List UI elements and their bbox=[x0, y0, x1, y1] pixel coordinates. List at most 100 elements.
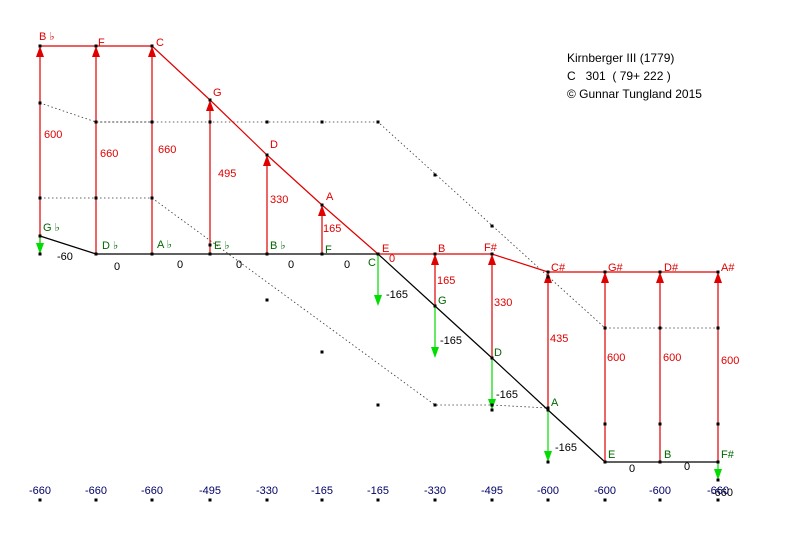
node-dot bbox=[320, 350, 324, 354]
upper-value-label: 330 bbox=[494, 297, 512, 309]
node-dot bbox=[265, 298, 269, 302]
upper-value-label: 495 bbox=[218, 168, 236, 180]
info-title: Kirnberger III (1779) bbox=[567, 51, 674, 65]
labels: B ♭ F C G D A E B F# C# G# D# A# 600 660 660 495 330 165 0 1… bbox=[29, 31, 739, 499]
node-dot bbox=[265, 252, 269, 256]
node-dot bbox=[376, 252, 380, 256]
down-arrow-head bbox=[544, 451, 552, 462]
lower-value-label: 0 bbox=[114, 261, 120, 273]
bottom-value-label: -600 bbox=[649, 485, 671, 497]
lower-value-label: 0 bbox=[236, 259, 242, 271]
node-dot bbox=[433, 403, 437, 407]
upper-value-label: 330 bbox=[270, 194, 288, 206]
upper-note-label: F bbox=[98, 37, 105, 49]
up-arrow-head bbox=[148, 46, 156, 57]
node-dot bbox=[716, 478, 720, 482]
node-dot bbox=[320, 252, 324, 256]
node-dot bbox=[603, 422, 607, 426]
lower-note-label: C bbox=[368, 257, 376, 269]
node-dot bbox=[716, 460, 720, 464]
upper-value-label: 600 bbox=[607, 352, 625, 364]
node-dot bbox=[546, 275, 550, 279]
grid-dots bbox=[38, 44, 720, 502]
bottom-value-label: -165 bbox=[367, 485, 389, 497]
lower-note-label: F# bbox=[721, 449, 735, 461]
node-dot bbox=[546, 498, 550, 502]
node-dot bbox=[716, 422, 720, 426]
lower-value-label: 0 bbox=[684, 461, 690, 473]
node-dot bbox=[208, 120, 212, 124]
node-dot bbox=[716, 270, 720, 274]
node-dot bbox=[546, 460, 550, 464]
lower-note-label: D ♭ bbox=[102, 240, 118, 252]
lower-note-label: E ♭ bbox=[214, 240, 230, 252]
lower-value-label: -165 bbox=[440, 335, 462, 347]
node-dot bbox=[490, 252, 494, 256]
node-dot bbox=[603, 498, 607, 502]
lower-note-label: D bbox=[494, 347, 502, 359]
node-dot bbox=[658, 326, 662, 330]
node-dot bbox=[490, 356, 494, 360]
node-dot bbox=[208, 498, 212, 502]
up-arrow-head bbox=[714, 272, 722, 283]
up-arrow-head bbox=[263, 155, 271, 166]
up-arrow-head bbox=[206, 100, 214, 111]
node-dot bbox=[265, 498, 269, 502]
node-dot bbox=[433, 498, 437, 502]
node-dot bbox=[265, 153, 269, 157]
bottom-value-label: -165 bbox=[311, 485, 333, 497]
lower-note-label: B bbox=[664, 449, 671, 461]
up-arrow-head bbox=[318, 205, 326, 216]
node-dot bbox=[376, 403, 380, 407]
bottom-value-label: -600 bbox=[594, 485, 616, 497]
down-arrow-head bbox=[374, 295, 382, 306]
lower-note-label: F bbox=[325, 244, 332, 256]
node-dot bbox=[38, 101, 42, 105]
bottom-value-label: -660 bbox=[141, 485, 163, 497]
bottom-value-label: -660 bbox=[707, 485, 729, 497]
up-arrow-head bbox=[601, 272, 609, 283]
upper-value-label: 600 bbox=[721, 355, 739, 367]
lower-value-label: -660 bbox=[711, 487, 733, 499]
node-dot bbox=[320, 203, 324, 207]
upper-note-label: A# bbox=[721, 262, 735, 274]
node-dot bbox=[433, 252, 437, 256]
bottom-value-label: -495 bbox=[199, 485, 221, 497]
upper-note-label: C# bbox=[551, 262, 566, 274]
node-dot bbox=[150, 44, 154, 48]
node-dot bbox=[658, 422, 662, 426]
upper-note-label: F# bbox=[484, 242, 498, 254]
lower-line bbox=[39, 235, 718, 463]
node-dot bbox=[94, 120, 98, 124]
upper-note-label: G bbox=[213, 87, 222, 99]
node-dot bbox=[208, 252, 212, 256]
lower-value-label: 0 bbox=[288, 259, 294, 271]
lower-value-label: 0 bbox=[629, 463, 635, 475]
node-dot bbox=[150, 120, 154, 124]
node-dot bbox=[208, 243, 212, 247]
upper-note-label: D bbox=[270, 139, 278, 151]
node-dot bbox=[658, 270, 662, 274]
bottom-value-label: -600 bbox=[537, 485, 559, 497]
node-dot bbox=[38, 196, 42, 200]
node-dot bbox=[150, 252, 154, 256]
upper-note-label: D# bbox=[664, 262, 679, 274]
upper-value-label: 435 bbox=[550, 333, 568, 345]
node-dot bbox=[603, 460, 607, 464]
bottom-value-label: -660 bbox=[29, 485, 51, 497]
lower-value-label: 0 bbox=[344, 259, 350, 271]
upper-value-label: 165 bbox=[437, 275, 455, 287]
node-dot bbox=[490, 403, 494, 407]
node-dot bbox=[603, 270, 607, 274]
node-dot bbox=[546, 408, 550, 412]
down-arrow-head bbox=[714, 469, 722, 480]
lower-note-label: G bbox=[438, 295, 447, 307]
lower-value-label: -60 bbox=[57, 251, 73, 263]
node-dot bbox=[376, 498, 380, 502]
node-dot bbox=[265, 120, 269, 124]
up-arrow-head bbox=[36, 46, 44, 57]
node-dot bbox=[490, 408, 494, 412]
node-dot bbox=[603, 326, 607, 330]
lower-note-label: A ♭ bbox=[157, 239, 172, 251]
node-dot bbox=[658, 498, 662, 502]
